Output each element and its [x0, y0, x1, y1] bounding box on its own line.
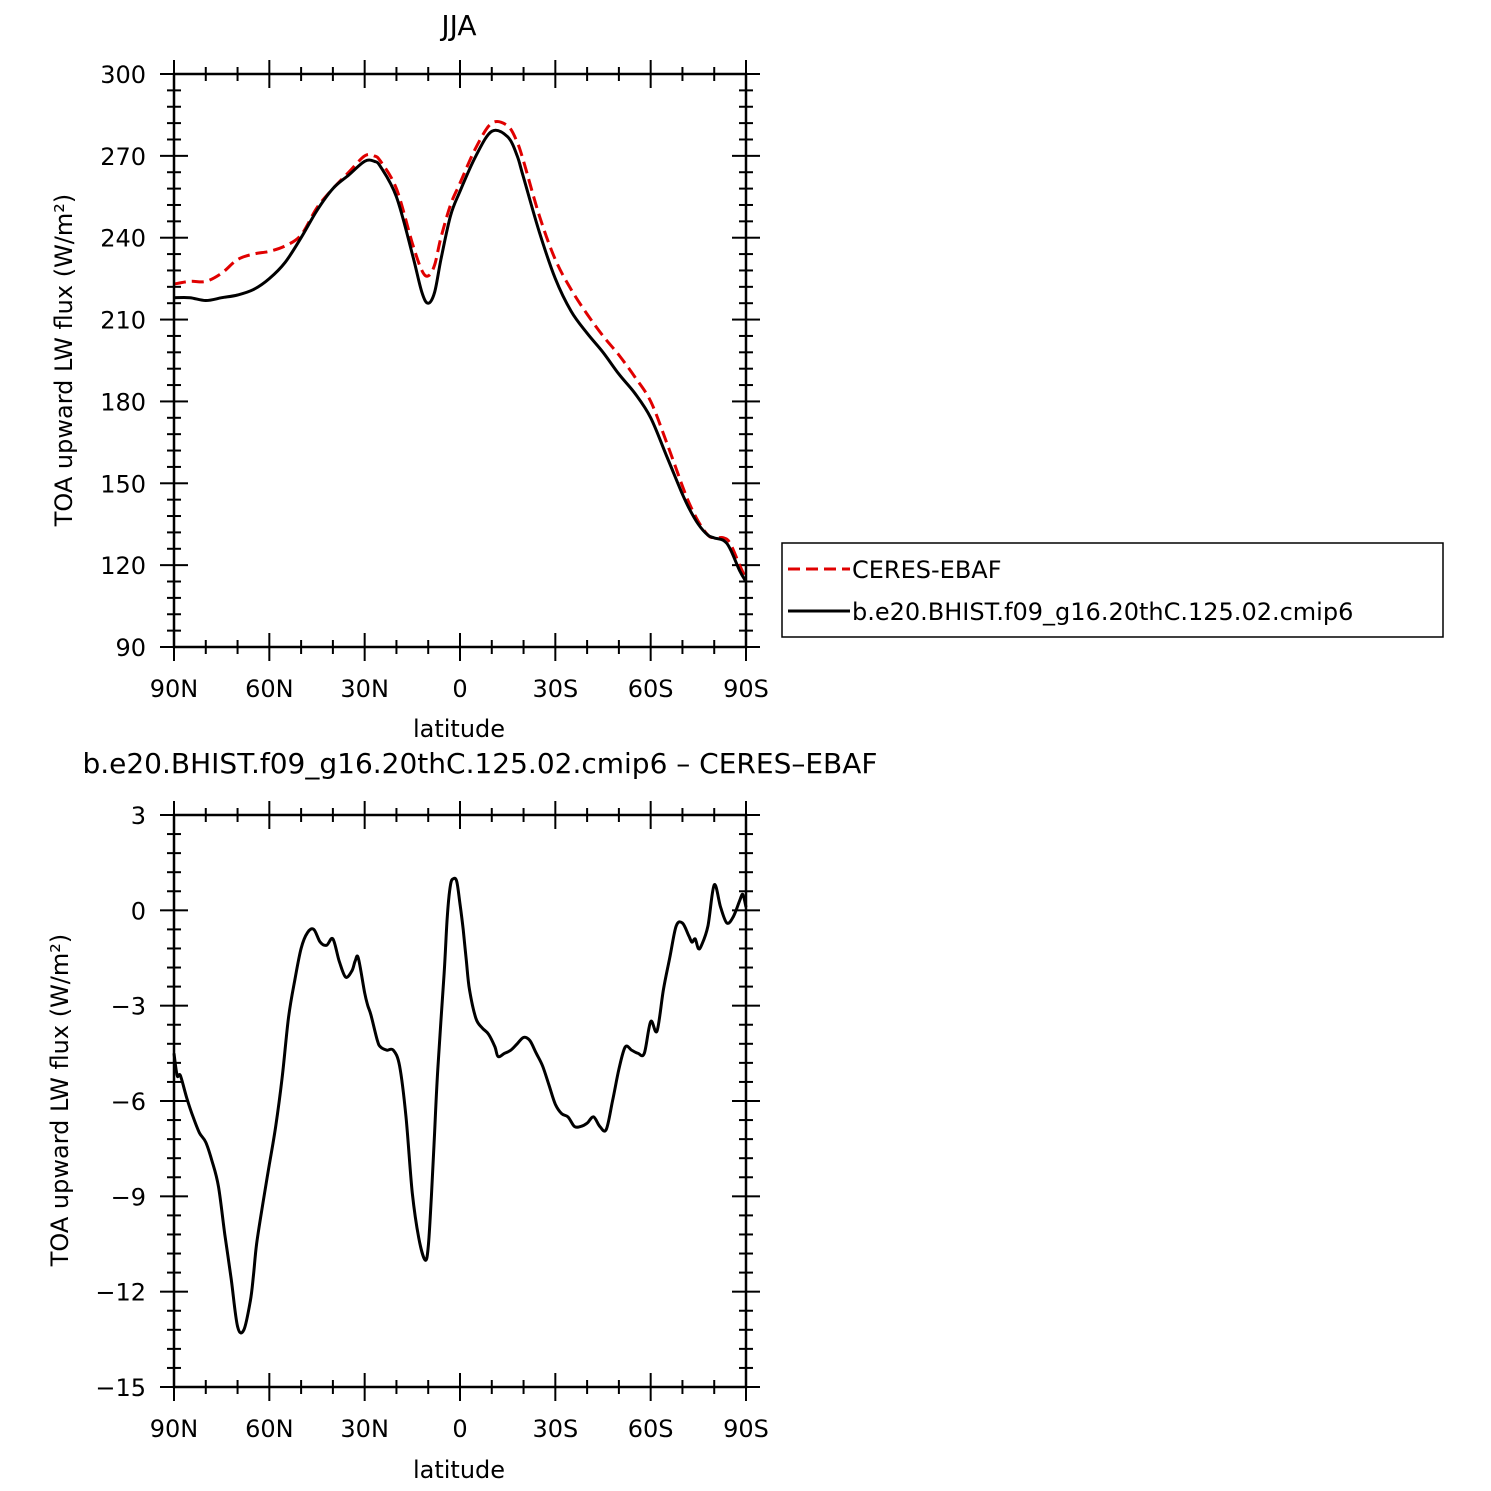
top-series-line-1 — [173, 128, 748, 583]
top-y-tick-label: 240 — [100, 225, 146, 253]
legend: CERES-EBAF b.e20.BHIST.f09_g16.20thC.125… — [781, 542, 1444, 638]
bottom-x-tick-label: 90S — [723, 1415, 769, 1443]
top-x-tick-label: 30N — [340, 675, 389, 703]
top-y-tick-label: 210 — [100, 307, 146, 335]
bottom-x-tick-label: 90N — [150, 1415, 199, 1443]
bottom-y-axis-title: TOA upward LW flux (W/m²) — [46, 934, 74, 1268]
top-y-tick-label: 150 — [100, 470, 146, 498]
top-panel: JJA latitude TOA upward LW flux (W/m²) 9… — [50, 9, 769, 743]
top-x-tick-label: 90N — [150, 675, 199, 703]
top-x-tick-label: 90S — [723, 675, 769, 703]
bottom-y-tick-label: −3 — [111, 993, 146, 1021]
top-x-axis-title: latitude — [413, 715, 505, 743]
bottom-x-tick-label: 30N — [340, 1415, 389, 1443]
bottom-x-tick-label: 0 — [452, 1415, 467, 1443]
top-y-tick-label: 90 — [115, 634, 146, 662]
bottom-series-line-0 — [172, 876, 748, 1335]
legend-label-model: b.e20.BHIST.f09_g16.20thC.125.02.cmip6 — [852, 598, 1353, 626]
legend-label-ceres-ebaf: CERES-EBAF — [852, 556, 1002, 584]
top-x-tick-label: 60S — [628, 675, 674, 703]
top-y-tick-label: 120 — [100, 552, 146, 580]
top-y-tick-label: 270 — [100, 143, 146, 171]
top-axis-ticks: 90N 60N 30N 0 30S 60S 90S 90 120 150 180 210 240 270 3… — [100, 60, 769, 703]
top-x-tick-label: 0 — [452, 675, 467, 703]
legend-box — [781, 542, 1444, 638]
top-series-group — [173, 120, 748, 583]
bottom-x-tick-label: 30S — [532, 1415, 578, 1443]
bottom-x-tick-label: 60N — [245, 1415, 294, 1443]
top-y-axis-title: TOA upward LW flux (W/m²) — [50, 194, 78, 528]
top-x-tick-label: 30S — [532, 675, 578, 703]
bottom-y-tick-label: 0 — [131, 897, 146, 925]
bottom-plot-title: b.e20.BHIST.f09_g16.20thC.125.02.cmip6 –… — [82, 747, 877, 780]
bottom-y-tick-label: −15 — [95, 1374, 146, 1402]
bottom-y-tick-label: −12 — [95, 1279, 146, 1307]
bottom-x-axis-title: latitude — [413, 1456, 505, 1484]
top-y-tick-label: 180 — [100, 388, 146, 416]
bottom-y-tick-label: −9 — [111, 1183, 146, 1211]
top-y-tick-label: 300 — [100, 61, 146, 89]
top-plot-frame — [172, 72, 748, 649]
bottom-y-tick-label: 3 — [131, 802, 146, 830]
bottom-plot-frame — [172, 813, 748, 1389]
bottom-panel: b.e20.BHIST.f09_g16.20thC.125.02.cmip6 –… — [46, 747, 878, 1484]
top-plot-title: JJA — [439, 9, 476, 42]
bottom-axis-ticks: 90N 60N 30N 0 30S 60S 90S −15 −12 −9 −6 −3 0 3 — [95, 801, 769, 1443]
top-series-line-0 — [173, 120, 748, 580]
bottom-series-group — [172, 876, 748, 1335]
bottom-y-tick-label: −6 — [111, 1088, 146, 1116]
bottom-x-tick-label: 60S — [628, 1415, 674, 1443]
top-x-tick-label: 60N — [245, 675, 294, 703]
